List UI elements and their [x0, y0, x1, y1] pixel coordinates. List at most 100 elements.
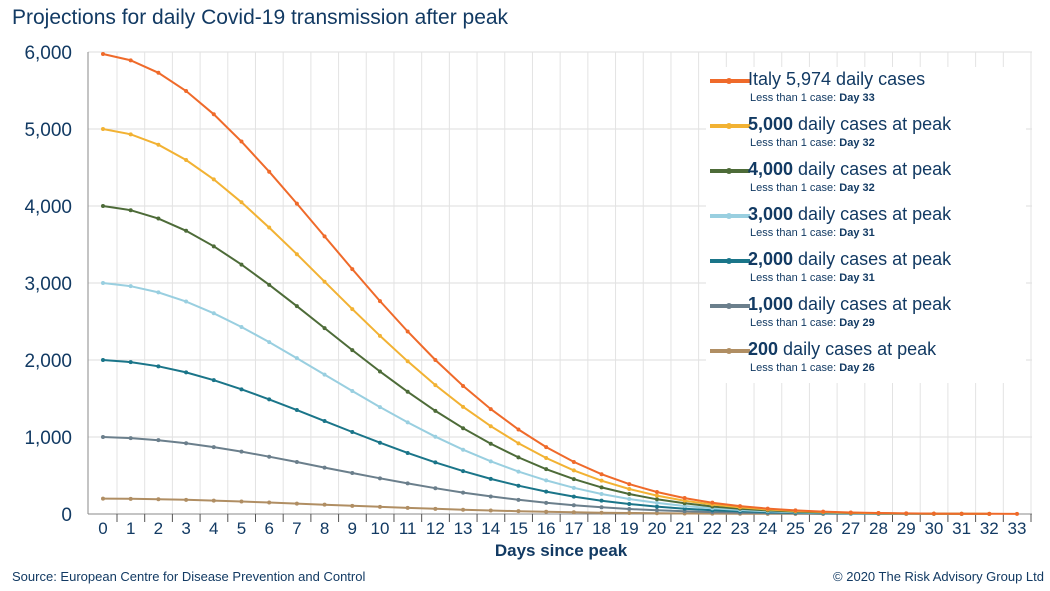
data-point [405, 329, 410, 334]
x-tick-label: 29 [897, 519, 916, 538]
data-point [627, 510, 632, 515]
legend-swatch [710, 123, 750, 129]
y-axis-ticks: 0 1,000 2,000 3,000 4,000 5,000 6,000 [24, 43, 72, 526]
data-point [654, 508, 659, 513]
data-point [267, 454, 272, 459]
data-point [128, 284, 133, 289]
data-point [184, 497, 189, 502]
data-point [848, 510, 853, 515]
data-point [239, 324, 244, 329]
data-point [405, 481, 410, 486]
data-point [405, 389, 410, 394]
data-point [156, 216, 161, 221]
data-point [571, 510, 576, 515]
data-point [488, 459, 493, 464]
data-point [544, 456, 549, 461]
legend-sublabel: Less than 1 case: Day 31 [750, 272, 875, 284]
data-point [654, 500, 659, 505]
data-point [765, 506, 770, 511]
data-point [101, 127, 105, 131]
x-tick-label: 32 [980, 519, 999, 538]
data-point [599, 498, 604, 503]
x-tick-label: 23 [731, 519, 750, 538]
data-point [654, 493, 659, 498]
data-point [267, 397, 272, 402]
data-point [516, 455, 521, 460]
data-point [350, 471, 355, 476]
x-tick-label: 18 [592, 519, 611, 538]
data-point [350, 267, 355, 272]
x-tick-label: 3 [181, 519, 190, 538]
data-point [571, 477, 576, 482]
y-tick-label: 3,000 [24, 274, 72, 295]
x-tick-label: 5 [237, 519, 246, 538]
data-point [156, 364, 161, 369]
data-point [267, 282, 272, 287]
y-tick-label: 2,000 [24, 351, 72, 372]
data-point [433, 506, 438, 511]
data-point [433, 408, 438, 413]
data-point [931, 511, 936, 516]
y-tick-label: 5,000 [24, 120, 72, 141]
data-point [433, 434, 438, 439]
data-point [654, 489, 659, 494]
data-point [128, 208, 133, 213]
data-point [156, 70, 161, 75]
data-point [488, 424, 493, 429]
data-point [405, 450, 410, 455]
data-point [322, 372, 327, 377]
data-point [571, 494, 576, 499]
data-point [322, 419, 327, 424]
legend-sublabel: Less than 1 case: Day 31 [750, 227, 875, 239]
series-line [102, 53, 1018, 515]
legend-swatch [710, 303, 750, 309]
data-point [461, 404, 466, 409]
data-point [294, 460, 299, 465]
data-point [128, 132, 133, 137]
data-point [267, 340, 272, 345]
data-point [350, 429, 355, 434]
legend-sublabel: Less than 1 case: Day 32 [750, 182, 875, 194]
data-point [211, 112, 216, 117]
legend-item: Italy 5,974 daily cases Less than 1 case:… [706, 67, 1026, 111]
data-point [461, 507, 466, 512]
data-point [184, 89, 189, 94]
x-tick-label: 4 [209, 519, 218, 538]
data-point [405, 505, 410, 510]
data-point [405, 359, 410, 364]
x-axis-label: Days since peak [495, 541, 628, 560]
data-point [571, 503, 576, 508]
data-point [211, 177, 216, 182]
data-point [184, 228, 189, 233]
x-tick-label: 27 [841, 519, 860, 538]
data-point [101, 358, 105, 362]
data-point [654, 511, 659, 516]
data-point [405, 420, 410, 425]
data-point [350, 307, 355, 312]
x-axis-ticks: 0 1 2 3 4 5 6 7 8 9 10 11 12 13 14 15 16 17 18 19 20 21 22 23 24… [98, 514, 1032, 538]
data-point [184, 299, 189, 304]
data-point [267, 225, 272, 230]
x-tick-label: 1 [126, 519, 135, 538]
data-point [350, 348, 355, 353]
x-tick-label: 25 [786, 519, 805, 538]
legend-label: 3,000 daily cases at peak [748, 204, 952, 224]
data-point [544, 467, 549, 472]
data-point [654, 497, 659, 502]
data-point [516, 469, 521, 474]
data-point [211, 244, 216, 249]
data-point [128, 58, 133, 63]
source-note: Source: European Centre for Disease Prev… [12, 569, 366, 584]
legend-swatch [710, 213, 750, 219]
data-point [239, 139, 244, 144]
x-tick-label: 16 [537, 519, 556, 538]
x-tick-label: 10 [371, 519, 390, 538]
x-tick-label: 9 [348, 519, 357, 538]
data-point [488, 476, 493, 481]
data-point [599, 491, 604, 496]
data-point [876, 510, 881, 515]
data-point [322, 234, 327, 239]
data-point [184, 370, 189, 375]
legend-item: 5,000 daily cases at peak Less than 1 cas… [706, 112, 1026, 156]
